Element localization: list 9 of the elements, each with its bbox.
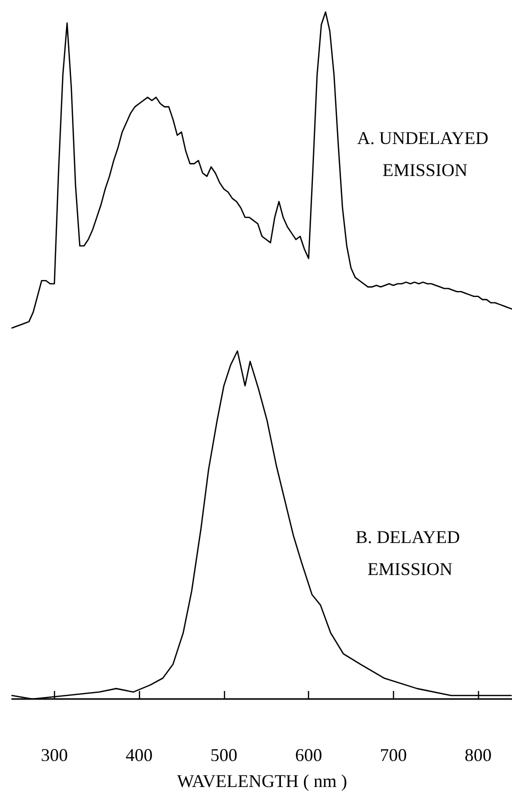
x-tick-label: 700 <box>380 745 407 765</box>
annotation: A. UNDELAYED EMISSION <box>357 128 493 180</box>
x-tick-label: 600 <box>295 745 322 765</box>
x-tick-label: 400 <box>126 745 153 765</box>
x-tick-label: 300 <box>40 745 68 765</box>
annotation: B. DELAYED EMISSION <box>356 527 464 579</box>
x-axis-title: WAVELENGTH ( nm ) <box>176 771 348 791</box>
x-tick-label: 500 <box>210 745 238 765</box>
x-tick-label: 800 <box>464 745 492 765</box>
